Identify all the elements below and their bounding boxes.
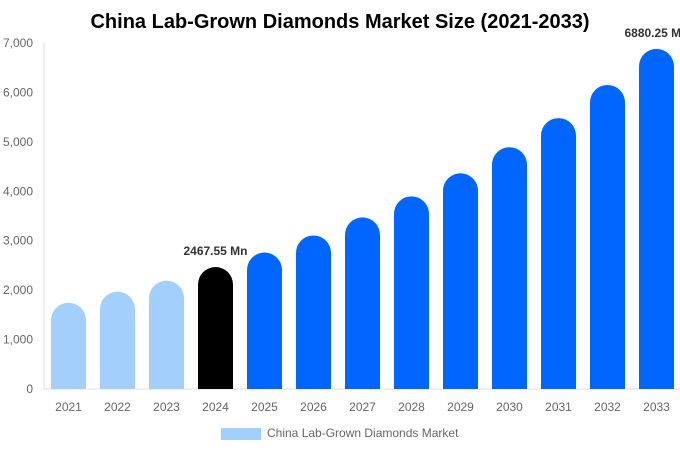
- bar-2032[interactable]: [590, 84, 625, 390]
- legend[interactable]: China Lab-Grown Diamonds Market: [221, 426, 459, 440]
- bar-2021[interactable]: [51, 302, 86, 389]
- y-tick-label: 1,000: [3, 333, 33, 347]
- data-labels: 2467.55 Mn 6880.25 Mn: [183, 26, 680, 258]
- x-tick-label: 2027: [349, 400, 376, 414]
- data-label: 6880.25 Mn: [624, 26, 680, 40]
- y-tick-label: 7,000: [3, 36, 33, 50]
- x-tick-label: 2024: [202, 400, 229, 414]
- bar-2023[interactable]: [149, 280, 184, 389]
- bar-2029[interactable]: [443, 173, 478, 389]
- bar-2022[interactable]: [100, 291, 135, 389]
- bar-2033[interactable]: [639, 48, 674, 390]
- x-axis: 2021 2022 2023 2024 2025 2026 2027 2028 2029 2030…: [55, 400, 670, 414]
- bar-2024[interactable]: [198, 267, 233, 389]
- bar-2028[interactable]: [394, 196, 429, 389]
- x-tick-label: 2033: [643, 400, 670, 414]
- legend-swatch: [221, 428, 261, 440]
- bar-2025[interactable]: [247, 252, 282, 389]
- bar-2031[interactable]: [541, 118, 576, 389]
- bar-2026[interactable]: [296, 235, 331, 389]
- y-tick-label: 6,000: [3, 85, 33, 99]
- data-label: 2467.55 Mn: [183, 244, 247, 258]
- x-tick-label: 2023: [153, 400, 180, 414]
- x-tick-label: 2030: [496, 400, 523, 414]
- y-tick-label: 0: [26, 382, 33, 396]
- y-tick-label: 5,000: [3, 135, 33, 149]
- y-tick-label: 2,000: [3, 283, 33, 297]
- bar-2030[interactable]: [492, 147, 527, 389]
- x-tick-label: 2025: [251, 400, 278, 414]
- chart-title: China Lab-Grown Diamonds Market Size (20…: [90, 11, 589, 33]
- x-tick-label: 2022: [104, 400, 131, 414]
- x-tick-label: 2032: [594, 400, 621, 414]
- bars: [51, 48, 674, 390]
- x-tick-label: 2028: [398, 400, 425, 414]
- y-tick-label: 3,000: [3, 234, 33, 248]
- bar-2027[interactable]: [345, 217, 380, 389]
- x-tick-label: 2029: [447, 400, 474, 414]
- x-tick-label: 2031: [545, 400, 572, 414]
- y-tick-label: 4,000: [3, 184, 33, 198]
- x-tick-label: 2021: [55, 400, 82, 414]
- x-tick-label: 2026: [300, 400, 327, 414]
- legend-label: China Lab-Grown Diamonds Market: [267, 426, 459, 440]
